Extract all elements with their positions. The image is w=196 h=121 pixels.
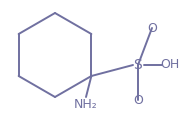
Text: O: O bbox=[133, 94, 143, 106]
Text: OH: OH bbox=[160, 58, 180, 72]
Text: S: S bbox=[134, 58, 142, 72]
Text: O: O bbox=[147, 22, 157, 34]
Text: NH₂: NH₂ bbox=[74, 98, 98, 111]
